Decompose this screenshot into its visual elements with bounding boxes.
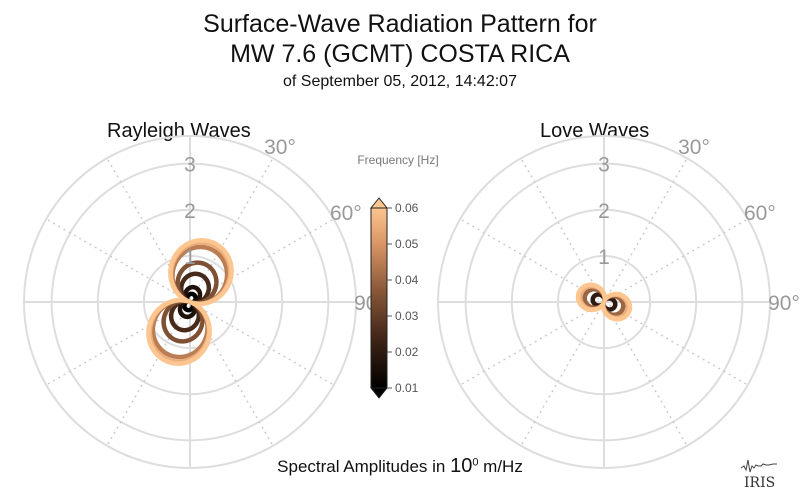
colorbar-top-arrow (369, 197, 389, 209)
amplitude-units-unit: m/Hz (478, 457, 523, 476)
love-angle-label-60: 60° (744, 202, 776, 225)
colorbar-tick-0.03: 0.03 (395, 309, 419, 323)
love-radial-label-3: 3 (598, 154, 610, 177)
colorbar-tick-0.04: 0.04 (395, 273, 419, 287)
love-angle-label-90: 90° (768, 292, 800, 315)
amplitude-units-label: Spectral Amplitudes in 100 m/Hz (0, 455, 800, 478)
rayleigh-spoke-60 (189, 218, 335, 303)
rayleigh-spoke-240 (45, 301, 191, 386)
love-spoke-210 (520, 301, 605, 447)
rayleigh-spoke-330 (106, 157, 191, 303)
love-spoke-150 (603, 301, 688, 447)
iris-logo: IRIS (740, 459, 777, 491)
title-line-2: MW 7.6 (GCMT) COSTA RICA (230, 40, 570, 68)
love-spoke-60 (603, 218, 749, 303)
rayleigh-spoke-210 (106, 301, 191, 447)
amplitude-units-exponent: 0 (472, 456, 479, 469)
title-line-1: Surface-Wave Radiation Pattern for (203, 10, 597, 38)
rayleigh-spoke-30 (189, 157, 274, 303)
frequency-colorbar: Frequency [Hz] 0.06 0.05 0.04 0.03 0.02 0.01 (357, 153, 439, 399)
colorbar-tick-0.02: 0.02 (395, 345, 419, 359)
colorbar-bar (370, 207, 388, 389)
rayleigh-curve-0.06 (146, 238, 234, 366)
colorbar-tick-0.01: 0.01 (395, 381, 419, 395)
love-spoke-300 (459, 218, 605, 303)
colorbar-tick-0.06: 0.06 (395, 201, 419, 215)
love-spoke-240 (459, 301, 605, 386)
rayleigh-radial-label-3: 3 (184, 154, 196, 177)
rayleigh-radial-label-2: 2 (184, 200, 196, 223)
amplitude-units-base: 10 (450, 455, 473, 477)
rayleigh-angle-label-60: 60° (330, 202, 362, 225)
love-spoke-330 (520, 157, 605, 303)
love-spoke-120 (603, 301, 749, 386)
rayleigh-spoke-150 (189, 301, 274, 447)
colorbar-title: Frequency [Hz] (357, 153, 438, 167)
love-spoke-30 (603, 157, 688, 303)
iris-logo-text: IRIS (744, 475, 775, 491)
love-radial-label-1: 1 (598, 246, 610, 269)
rayleigh-spoke-300 (45, 218, 191, 303)
love-curve-0.06 (575, 282, 633, 322)
title-line-3: of September 05, 2012, 14:42:07 (283, 73, 517, 90)
love-angle-label-30: 30° (678, 136, 710, 159)
rayleigh-spoke-120 (189, 301, 335, 386)
colorbar-bottom-arrow (369, 387, 389, 399)
colorbar-tick-0.05: 0.05 (395, 237, 419, 251)
rayleigh-plot-title: Rayleigh Waves (107, 120, 251, 142)
amplitude-units-prefix: Spectral Amplitudes in (277, 457, 451, 476)
love-polar-plot: 1 2 3 30° 60° 90° (437, 135, 800, 469)
love-radial-label-2: 2 (598, 200, 610, 223)
rayleigh-radial-label-1: 1 (184, 246, 196, 269)
rayleigh-angle-label-30: 30° (264, 136, 296, 159)
